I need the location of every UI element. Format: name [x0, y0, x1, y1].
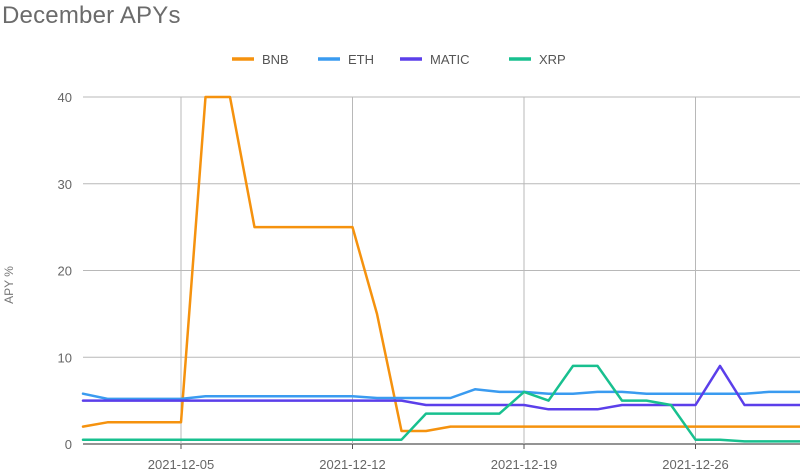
y-tick-label: 40	[58, 90, 72, 105]
legend-item-xrp[interactable]: XRP	[509, 52, 566, 67]
chart-title: December APYs	[2, 2, 181, 29]
x-tick-label: 2021-12-26	[662, 457, 729, 472]
y-tick-label: 0	[65, 437, 72, 452]
series-line-bnb	[81, 95, 800, 433]
series-line-matic	[81, 364, 800, 411]
y-tick-label: 10	[58, 350, 72, 365]
legend-item-matic[interactable]: MATIC	[400, 52, 469, 67]
legend: BNB ETH MATIC XRP	[232, 52, 566, 67]
x-tick-label: 2021-12-05	[148, 457, 215, 472]
series-lines	[81, 95, 800, 443]
x-axis: 2021-12-05 2021-12-12 2021-12-19 2021-12-26	[148, 444, 729, 472]
x-tick-label: 2021-12-12	[319, 457, 386, 472]
legend-label: MATIC	[430, 52, 469, 67]
legend-item-bnb[interactable]: BNB	[232, 52, 289, 67]
y-axis: 0 10 20 30 40	[58, 90, 72, 452]
legend-label: BNB	[262, 52, 289, 67]
series-line-eth	[81, 388, 800, 401]
grid-lines	[83, 96, 800, 445]
series-line-xrp	[81, 364, 800, 443]
y-axis-title: APY %	[2, 266, 16, 304]
y-tick-label: 20	[58, 264, 72, 279]
legend-item-eth[interactable]: ETH	[318, 52, 374, 67]
legend-label: XRP	[539, 52, 566, 67]
x-tick-label: 2021-12-19	[491, 457, 558, 472]
legend-label: ETH	[348, 52, 374, 67]
y-tick-label: 30	[58, 177, 72, 192]
